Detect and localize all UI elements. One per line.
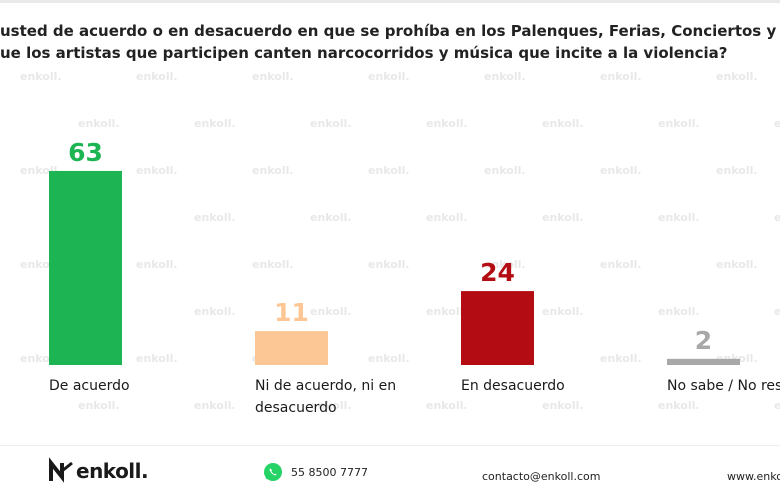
footer-divider — [0, 445, 780, 446]
category-label-2-0: En desacuerdo — [461, 378, 565, 394]
question-line-1: usted de acuerdo o en desacuerdo en que … — [0, 22, 780, 40]
bar-2 — [461, 291, 534, 365]
website-contact: www.enko — [727, 470, 780, 483]
data-label-3: 2 — [695, 326, 712, 355]
category-label-1-1: desacuerdo — [255, 400, 337, 416]
top-border — [0, 0, 780, 3]
data-label-1: 11 — [274, 298, 309, 327]
category-label-3-0: No sabe / No respondió — [667, 378, 780, 394]
bar-1 — [255, 331, 328, 365]
whatsapp-icon — [264, 463, 282, 481]
data-label-0: 63 — [68, 138, 103, 167]
enkoll-logo-icon — [49, 457, 73, 483]
logo-text: enkoll. — [76, 459, 149, 483]
phone-contact: 55 8500 7777 — [263, 462, 368, 482]
question-line-2: ue los artistas que participen canten na… — [0, 44, 728, 62]
category-label-1-0: Ni de acuerdo, ni en — [255, 378, 396, 394]
bar-3 — [667, 358, 740, 365]
email-contact: contacto@enkoll.com — [482, 470, 601, 483]
data-label-2: 24 — [480, 258, 515, 287]
enkoll-logo: enkoll. — [48, 456, 149, 486]
bar-chart: 63 De acuerdo 11 Ni de acuerdo, ni en desacu… — [49, 138, 780, 416]
phone-number: 55 8500 7777 — [291, 465, 368, 479]
category-label-0-0: De acuerdo — [49, 378, 130, 394]
question-text: usted de acuerdo o en desacuerdo en que … — [0, 20, 780, 64]
bar-0 — [49, 170, 122, 365]
